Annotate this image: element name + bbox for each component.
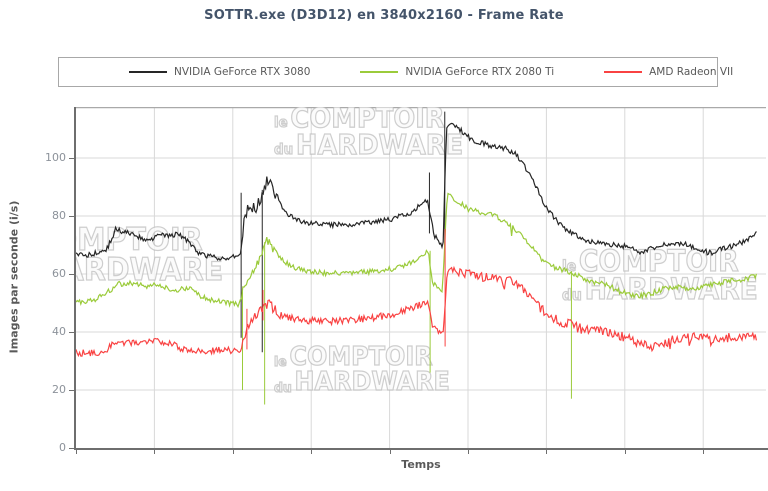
y-tick-label: 40 xyxy=(52,325,66,338)
x-axis-tick xyxy=(546,450,548,454)
x-axis-tick xyxy=(311,450,313,454)
y-axis-tick xyxy=(69,274,75,275)
y-tick-label: 0 xyxy=(59,441,66,454)
legend-line-swatch-rtx-2080ti xyxy=(360,71,399,73)
y-tick-label: 60 xyxy=(52,267,66,280)
legend-item-rtx-2080ti: NVIDIA GeForce RTX 2080 Ti xyxy=(360,66,554,78)
watermark-small-word: du xyxy=(273,379,292,396)
legend-line-swatch-radeon-vii xyxy=(604,71,643,73)
series-line-1 xyxy=(76,192,757,309)
x-axis-tick xyxy=(468,450,469,454)
chart-title: SOTTR.exe (D3D12) en 3840x2160 - Frame R… xyxy=(204,8,564,23)
legend-label: NVIDIA GeForce RTX 2080 Ti xyxy=(405,66,555,78)
watermark-small-word: du xyxy=(273,141,294,159)
legend-label: AMD Radeon VII xyxy=(649,66,734,78)
legend-line-swatch-rtx-3080 xyxy=(129,71,167,73)
watermark-big-word: COMPTOIR xyxy=(289,342,433,372)
y-axis-tick xyxy=(69,332,75,333)
y-axis-title: Images par seconde (i/s) xyxy=(7,200,21,354)
legend-item-rtx-3080: NVIDIA GeForce RTX 3080 xyxy=(129,66,310,78)
legend-label: NVIDIA GeForce RTX 3080 xyxy=(174,66,311,78)
y-axis-tick xyxy=(69,158,75,159)
x-axis-tick xyxy=(703,450,705,454)
series-layer xyxy=(76,111,757,405)
watermark-big-word: HARDWARE xyxy=(294,367,451,398)
watermark-small-word: le xyxy=(273,114,288,132)
y-tick-label: 100 xyxy=(45,151,66,164)
watermark-big-word: HARDWARE xyxy=(76,252,224,289)
y-axis-tick xyxy=(69,448,75,449)
legend: NVIDIA GeForce RTX 3080 NVIDIA GeForce R… xyxy=(58,57,733,87)
watermark-big-word: HARDWARE xyxy=(295,128,464,162)
y-axis-tick xyxy=(69,390,75,391)
x-axis-tick xyxy=(154,450,156,454)
series-line-0 xyxy=(76,122,757,262)
y-tick-label: 20 xyxy=(52,383,66,396)
x-axis-tick xyxy=(389,450,391,454)
x-axis-title: Temps xyxy=(401,458,441,471)
x-axis-line xyxy=(74,448,768,450)
x-axis-tick xyxy=(76,450,77,454)
x-axis-tick xyxy=(624,450,626,454)
y-axis-tick xyxy=(69,216,75,217)
watermark-big-word: COMPTOIR xyxy=(290,107,445,134)
series-line-2 xyxy=(76,265,757,358)
watermark-small-word: le xyxy=(273,354,287,371)
y-tick-label: 80 xyxy=(52,209,66,222)
x-axis-tick xyxy=(232,450,234,454)
watermark-big-word: COMPTOIR xyxy=(578,244,739,278)
watermark-big-word: COMPTOIR xyxy=(76,222,203,258)
gridlines-layer xyxy=(76,107,766,448)
legend-item-radeon-vii: AMD Radeon VII xyxy=(604,66,733,78)
y-axis-line xyxy=(74,107,76,450)
